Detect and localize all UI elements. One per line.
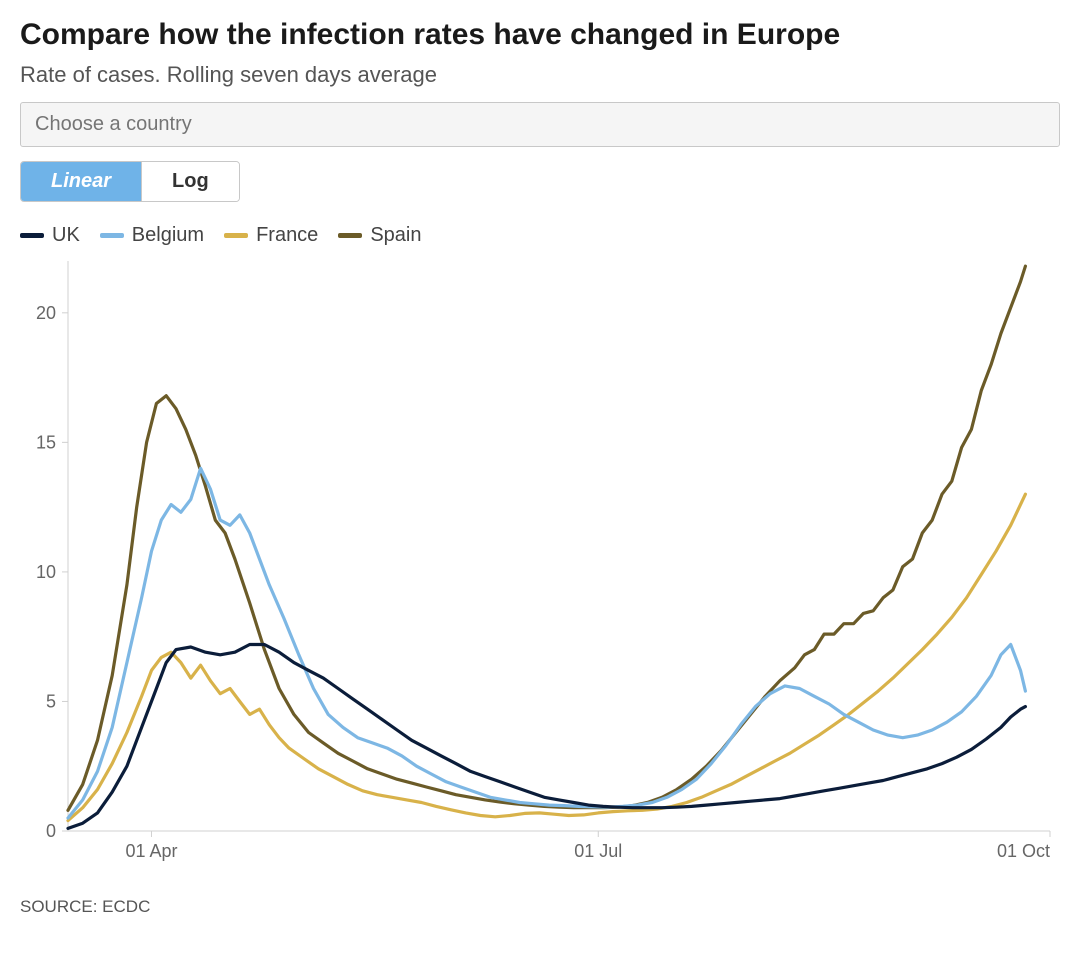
- svg-text:01 Apr: 01 Apr: [125, 841, 177, 861]
- chart-legend: UK Belgium France Spain: [20, 224, 1060, 247]
- legend-label: UK: [52, 224, 80, 247]
- svg-text:15: 15: [36, 432, 56, 452]
- svg-text:01 Jul: 01 Jul: [574, 841, 622, 861]
- legend-item-uk: UK: [20, 224, 80, 247]
- svg-text:10: 10: [36, 562, 56, 582]
- scale-toggle: Linear Log: [20, 161, 240, 202]
- legend-item-spain: Spain: [338, 224, 421, 247]
- legend-item-france: France: [224, 224, 318, 247]
- svg-text:0: 0: [46, 821, 56, 841]
- legend-swatch: [224, 233, 248, 238]
- country-select-input[interactable]: [20, 102, 1060, 147]
- legend-swatch: [338, 233, 362, 238]
- legend-item-belgium: Belgium: [100, 224, 204, 247]
- log-button[interactable]: Log: [141, 162, 239, 201]
- svg-text:5: 5: [46, 691, 56, 711]
- chart-title: Compare how the infection rates have cha…: [20, 18, 1060, 52]
- svg-text:01 Oct: 01 Oct: [997, 841, 1050, 861]
- line-chart: 0 5 10 15 20 01 Apr 01 Jul 01 Oct: [20, 251, 1060, 891]
- source-label: SOURCE: ECDC: [20, 897, 1060, 917]
- legend-swatch: [100, 233, 124, 238]
- linear-button[interactable]: Linear: [21, 162, 141, 201]
- legend-label: Belgium: [132, 224, 204, 247]
- chart-subtitle: Rate of cases. Rolling seven days averag…: [20, 62, 1060, 88]
- legend-swatch: [20, 233, 44, 238]
- svg-text:20: 20: [36, 303, 56, 323]
- legend-label: Spain: [370, 224, 421, 247]
- legend-label: France: [256, 224, 318, 247]
